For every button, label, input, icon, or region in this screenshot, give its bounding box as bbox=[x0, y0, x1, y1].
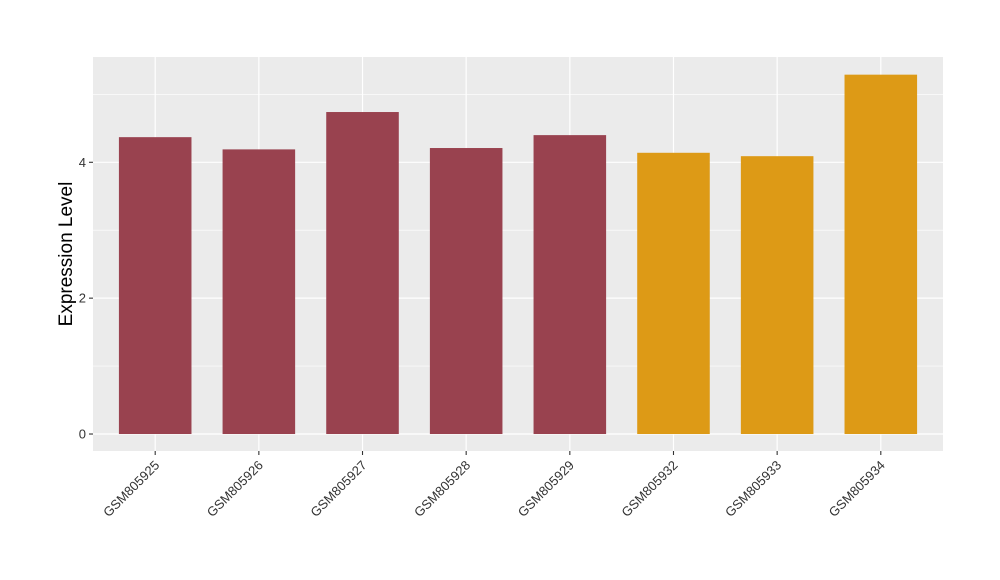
x-tick-label-0: GSM805925 bbox=[100, 458, 162, 520]
x-tick-label-7: GSM805934 bbox=[826, 458, 888, 520]
y-axis: 0 2 4 bbox=[79, 155, 93, 442]
bar-GSM805929 bbox=[533, 135, 607, 435]
bar-GSM805934 bbox=[844, 74, 918, 435]
y-tick-label-0: 0 bbox=[79, 427, 86, 442]
x-tick-label-6: GSM805933 bbox=[722, 458, 784, 520]
x-tick-label-1: GSM805926 bbox=[204, 458, 266, 520]
plot-panel bbox=[93, 57, 943, 451]
bar-GSM805927 bbox=[326, 112, 399, 435]
x-tick-label-4: GSM805929 bbox=[515, 458, 577, 520]
bar-GSM805925 bbox=[118, 137, 192, 435]
bars bbox=[118, 74, 918, 435]
x-axis: GSM805925 GSM805926 GSM805927 GSM805928 GSM8… bbox=[100, 451, 888, 520]
bar-GSM805928 bbox=[429, 148, 503, 435]
y-tick-label-2: 4 bbox=[79, 155, 86, 170]
x-tick-label-2: GSM805927 bbox=[307, 458, 369, 520]
bar-GSM805932 bbox=[637, 152, 710, 435]
y-tick-label-1: 2 bbox=[79, 291, 86, 306]
x-tick-label-3: GSM805928 bbox=[411, 458, 473, 520]
bar-GSM805933 bbox=[740, 156, 814, 435]
bar-GSM805926 bbox=[222, 149, 296, 435]
y-axis-title: Expression Level bbox=[56, 182, 77, 327]
x-tick-label-5: GSM805932 bbox=[618, 458, 680, 520]
